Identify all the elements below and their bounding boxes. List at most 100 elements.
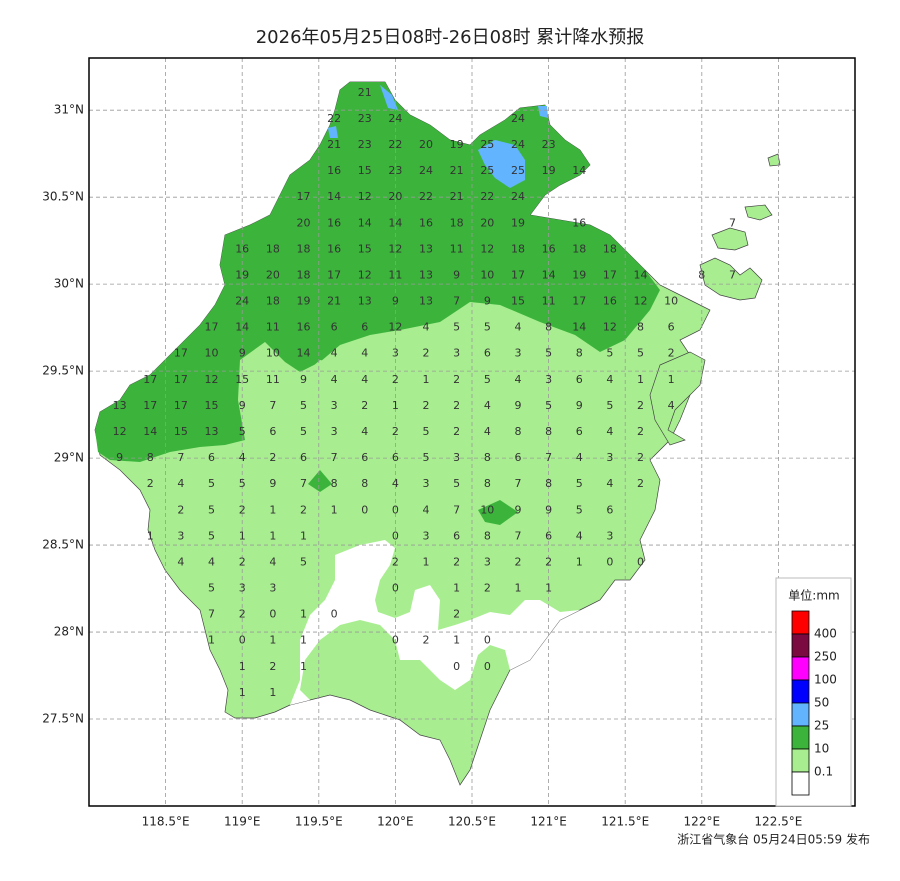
x-tick-label: 119°E bbox=[224, 815, 261, 829]
grid-value: 13 bbox=[205, 425, 219, 438]
grid-value: 5 bbox=[576, 503, 583, 516]
grid-value: 21 bbox=[327, 295, 341, 308]
precip-areas bbox=[94, 81, 711, 786]
grid-value: 1 bbox=[392, 399, 399, 412]
grid-value: 1 bbox=[453, 634, 460, 647]
area-blue bbox=[380, 85, 398, 110]
grid-value: 18 bbox=[296, 268, 310, 281]
grid-value: 0 bbox=[392, 582, 399, 595]
grid-value: 1 bbox=[208, 634, 215, 647]
grid-value: 5 bbox=[300, 399, 307, 412]
grid-value: 4 bbox=[177, 555, 184, 568]
grid-value: 13 bbox=[419, 242, 433, 255]
grid-value: 4 bbox=[606, 477, 613, 490]
grid-value: 0 bbox=[392, 503, 399, 516]
grid-value: 2 bbox=[392, 425, 399, 438]
grid-value: 5 bbox=[484, 321, 491, 334]
grid-value: 2 bbox=[423, 399, 430, 412]
grid-value: 1 bbox=[300, 529, 307, 542]
grid-value: 17 bbox=[174, 373, 188, 386]
grid-value: 23 bbox=[358, 112, 372, 125]
grid-value: 4 bbox=[514, 321, 521, 334]
grid-value: 6 bbox=[453, 529, 460, 542]
grid-value: 17 bbox=[511, 268, 525, 281]
grid-value: 6 bbox=[576, 373, 583, 386]
grid-value: 25 bbox=[480, 138, 494, 151]
grid-value: 3 bbox=[239, 582, 246, 595]
grid-value: 2 bbox=[637, 399, 644, 412]
grid-value: 4 bbox=[361, 347, 368, 360]
grid-value: 7 bbox=[331, 451, 338, 464]
grid-value: 3 bbox=[453, 451, 460, 464]
grid-value: 2 bbox=[453, 555, 460, 568]
legend-swatch bbox=[791, 725, 810, 750]
grid-value: 9 bbox=[514, 399, 521, 412]
grid-value: 7 bbox=[300, 477, 307, 490]
grid-value: 1 bbox=[453, 582, 460, 595]
grid-value: 19 bbox=[450, 138, 464, 151]
grid-value: 21 bbox=[327, 138, 341, 151]
grid-value: 3 bbox=[423, 529, 430, 542]
footer: 浙江省气象台 05月24日05:59 发布 bbox=[677, 832, 870, 847]
grid-value: 2 bbox=[239, 555, 246, 568]
grid-value: 4 bbox=[423, 321, 430, 334]
grid-value: 2 bbox=[269, 451, 276, 464]
area-white bbox=[290, 540, 580, 705]
grid-value: 17 bbox=[603, 268, 617, 281]
grid-value: 3 bbox=[545, 373, 552, 386]
area-blue bbox=[478, 140, 525, 188]
grid-value: 16 bbox=[235, 242, 249, 255]
grid-value: 13 bbox=[419, 268, 433, 281]
grid-value: 22 bbox=[419, 190, 433, 203]
grid-value: 2 bbox=[637, 477, 644, 490]
grid-value: 1 bbox=[239, 529, 246, 542]
grid-value: 2 bbox=[392, 555, 399, 568]
grid-value: 6 bbox=[208, 451, 215, 464]
grid-value: 4 bbox=[361, 373, 368, 386]
grid-value: 24 bbox=[419, 164, 433, 177]
grid-value: 6 bbox=[545, 529, 552, 542]
grid-value: 4 bbox=[423, 503, 430, 516]
grid-value: 4 bbox=[606, 425, 613, 438]
grid-value: 8 bbox=[637, 321, 644, 334]
grid-value: 5 bbox=[300, 425, 307, 438]
y-tick-label: 31°N bbox=[54, 103, 84, 117]
grid-value: 1 bbox=[269, 529, 276, 542]
grid-value: 19 bbox=[296, 295, 310, 308]
grid-value: 0 bbox=[269, 608, 276, 621]
grid-value: 4 bbox=[576, 529, 583, 542]
y-tick-label: 29.5°N bbox=[42, 364, 84, 378]
grid-value: 9 bbox=[514, 503, 521, 516]
legend-swatch bbox=[791, 771, 810, 796]
grid-value: 5 bbox=[576, 477, 583, 490]
grid-value: 0 bbox=[239, 634, 246, 647]
grid-value: 14 bbox=[358, 216, 372, 229]
grid-value: 12 bbox=[603, 321, 617, 334]
grid-value: 11 bbox=[266, 373, 280, 386]
grid-value: 8 bbox=[484, 477, 491, 490]
grid-value: 3 bbox=[514, 347, 521, 360]
grid-value: 5 bbox=[606, 347, 613, 360]
grid-value: 0 bbox=[361, 503, 368, 516]
map-title: 2026年05月25日08时-26日08时 累计降水预报 bbox=[256, 27, 645, 48]
y-tick-label: 28.5°N bbox=[42, 538, 84, 552]
grid-value: 6 bbox=[514, 451, 521, 464]
grid-value: 8 bbox=[484, 529, 491, 542]
x-tick-label: 119.5°E bbox=[295, 815, 343, 829]
y-tick-label: 29°N bbox=[54, 451, 84, 465]
grid-value: 2 bbox=[637, 451, 644, 464]
grid-value: 11 bbox=[266, 321, 280, 334]
grid-value: 5 bbox=[423, 451, 430, 464]
grid-value: 2 bbox=[484, 582, 491, 595]
area-blue bbox=[538, 106, 548, 118]
legend-swatch bbox=[791, 679, 810, 704]
grid-value: 8 bbox=[545, 477, 552, 490]
grid-value: 0 bbox=[392, 529, 399, 542]
grid-value: 1 bbox=[300, 634, 307, 647]
area-blue bbox=[328, 126, 338, 138]
grid-value: 18 bbox=[450, 216, 464, 229]
grid-value: 4 bbox=[208, 555, 215, 568]
grid-value: 5 bbox=[453, 321, 460, 334]
grid-value: 6 bbox=[331, 321, 338, 334]
grid-value: 12 bbox=[205, 373, 219, 386]
